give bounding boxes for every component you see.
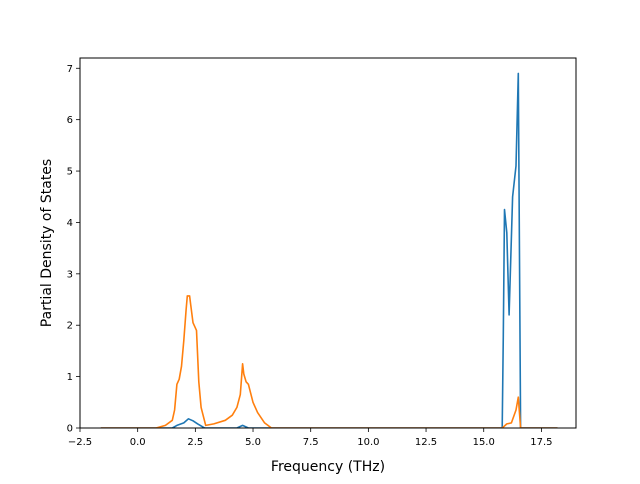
x-tick-label: 17.5 bbox=[530, 437, 552, 448]
y-axis: 0 1 2 3 4 5 6 7 bbox=[67, 64, 80, 435]
y-axis-label: Partial Density of States bbox=[39, 159, 55, 327]
y-tick-label: 3 bbox=[67, 269, 73, 280]
x-axis: −2.5 0.0 2.5 5.0 7.5 10.0 12.5 15.0 17.5 bbox=[68, 428, 553, 448]
series-line-1 bbox=[100, 72, 558, 428]
series-line-2 bbox=[100, 295, 558, 428]
y-tick-label: 4 bbox=[67, 218, 73, 229]
x-tick-label: 12.5 bbox=[415, 437, 437, 448]
y-tick-label: 7 bbox=[67, 64, 73, 75]
x-tick-label: 0.0 bbox=[130, 437, 146, 448]
series-layer bbox=[100, 72, 558, 428]
x-axis-label: Frequency (THz) bbox=[271, 459, 385, 475]
y-tick-label: 1 bbox=[67, 372, 73, 383]
y-tick-label: 2 bbox=[67, 321, 73, 332]
y-tick-label: 5 bbox=[67, 167, 73, 178]
x-tick-label: 2.5 bbox=[187, 437, 203, 448]
x-tick-label: 15.0 bbox=[473, 437, 495, 448]
plot-area-frame bbox=[79, 57, 577, 429]
y-tick-label: 6 bbox=[67, 115, 73, 126]
x-tick-label: 10.0 bbox=[357, 437, 379, 448]
x-tick-label: 7.5 bbox=[303, 437, 319, 448]
x-tick-label: −2.5 bbox=[68, 437, 92, 448]
y-tick-label: 0 bbox=[67, 424, 73, 435]
x-tick-label: 5.0 bbox=[245, 437, 261, 448]
